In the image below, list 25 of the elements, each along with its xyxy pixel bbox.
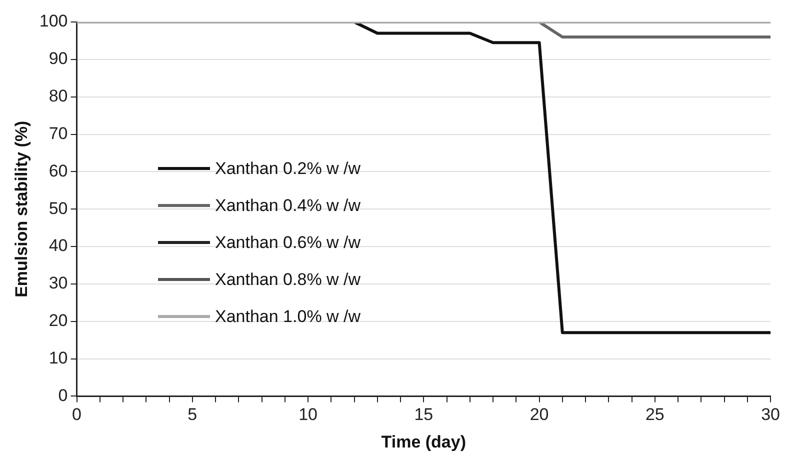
x-tick-label: 0 xyxy=(72,405,82,424)
legend-label: Xanthan 0.2% w /w xyxy=(215,158,361,178)
x-tick-label: 20 xyxy=(530,405,549,424)
y-tick-label: 90 xyxy=(48,49,68,68)
x-tick-label: 25 xyxy=(645,405,664,424)
x-tick-label: 5 xyxy=(188,405,198,424)
y-tick-label: 60 xyxy=(48,161,68,180)
legend-label: Xanthan 0.4% w /w xyxy=(215,196,361,216)
x-tick-label: 10 xyxy=(298,405,318,424)
y-tick-label: 70 xyxy=(48,124,68,143)
legend-label: Xanthan 0.6% w /w xyxy=(215,232,361,252)
y-axis-title: Emulsion stability (%) xyxy=(12,120,31,298)
y-tick-label: 0 xyxy=(58,386,68,405)
x-tick-label: 15 xyxy=(414,405,434,424)
x-axis-title: Time (day) xyxy=(381,432,466,452)
y-tick-label: 30 xyxy=(48,274,68,293)
y-tick-label: 50 xyxy=(48,198,68,218)
y-tick-label: 10 xyxy=(48,348,68,368)
x-tick-label: 30 xyxy=(761,405,780,424)
y-tick-label: 20 xyxy=(48,311,68,330)
y-tick-label: 40 xyxy=(48,236,68,256)
legend-label: Xanthan 1.0% w /w xyxy=(215,306,361,326)
legend-label: Xanthan 0.8% w /w xyxy=(215,270,361,290)
y-tick-label: 80 xyxy=(48,86,68,106)
y-tick-label: 100 xyxy=(39,12,68,31)
